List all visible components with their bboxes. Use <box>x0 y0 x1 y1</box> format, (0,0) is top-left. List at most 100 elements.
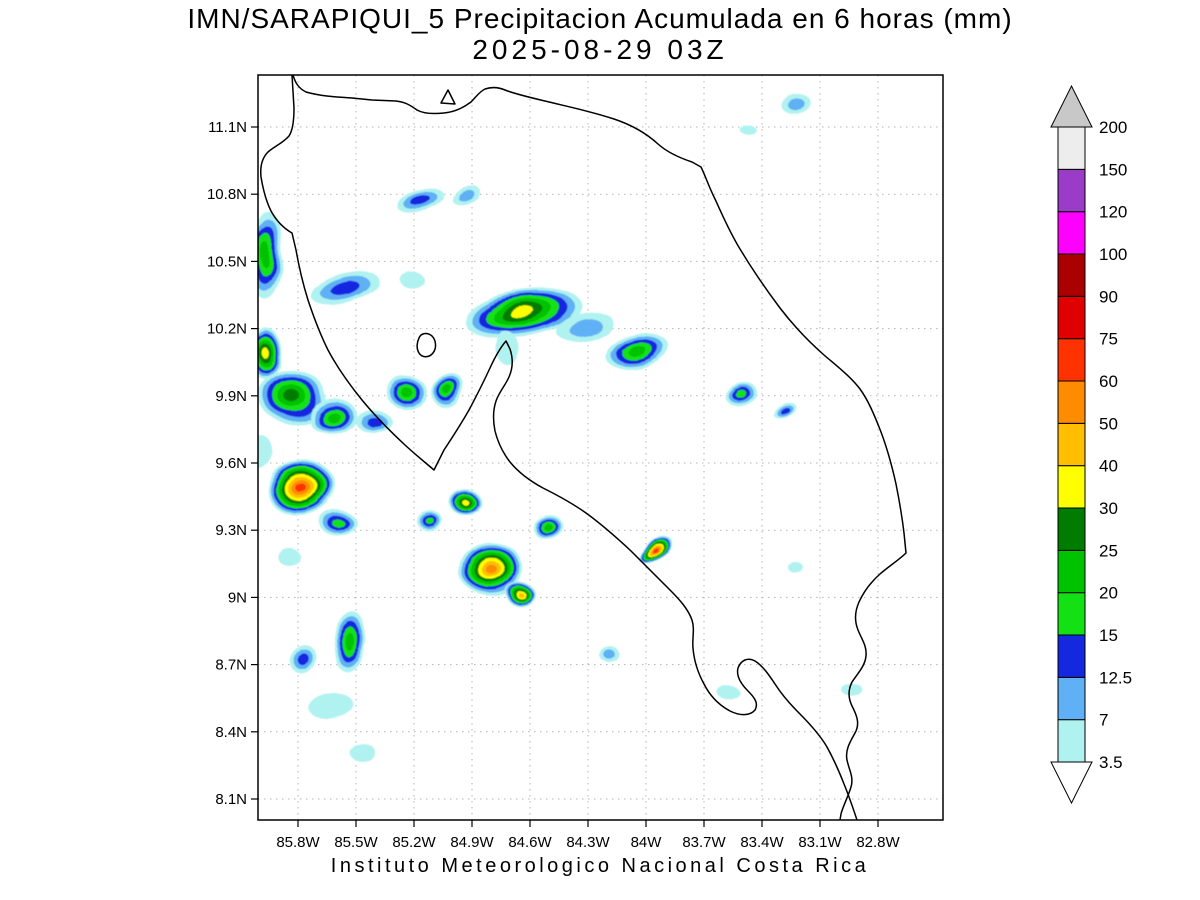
precip-cell <box>409 194 431 206</box>
precip-cell <box>400 271 425 289</box>
lon-tick-label: 83.7W <box>682 834 726 851</box>
precip-cell <box>283 389 301 403</box>
colorbar-label: 15 <box>1099 626 1118 645</box>
lon-tick-label: 83.4W <box>740 834 784 851</box>
lat-tick-label: 10.8N <box>207 186 247 203</box>
precip-cell <box>309 693 353 719</box>
colorbar-band <box>1057 676 1086 721</box>
precip-cell <box>736 391 748 399</box>
precip-cell <box>349 743 375 761</box>
lon-tick-label: 84.9W <box>450 834 494 851</box>
colorbar-label: 100 <box>1099 245 1127 264</box>
colorbar-under-arrow <box>1050 761 1093 805</box>
precip-cell <box>777 404 787 412</box>
precip-cell <box>425 517 435 525</box>
colorbar-band <box>1057 549 1086 594</box>
precipitation-cells <box>258 94 863 761</box>
lat-tick-label: 8.1N <box>215 791 247 808</box>
lat-tick-label: 9.6N <box>215 455 247 472</box>
precip-cell <box>787 562 803 572</box>
colorbar-band <box>1057 253 1086 297</box>
lon-tick-label: 84.3W <box>566 834 610 851</box>
colorbar-band <box>1057 422 1086 467</box>
colorbar-label: 3.5 <box>1099 753 1123 772</box>
precip-cell <box>569 318 601 336</box>
lon-tick-label: 85.5W <box>334 834 378 851</box>
precip-cell <box>297 652 309 666</box>
colorbar-band <box>1057 211 1086 255</box>
graticule <box>258 75 943 820</box>
colorbar-label: 120 <box>1099 203 1127 222</box>
precip-cell <box>400 387 413 397</box>
colorbar-band <box>1057 719 1086 763</box>
lon-tick-label: 82.8W <box>856 834 900 851</box>
colorbar-label: 25 <box>1099 541 1118 560</box>
source-attribution: Instituto Meteorologico Nacional Costa R… <box>330 855 870 877</box>
colorbar-band <box>1057 507 1086 551</box>
precip-cell <box>276 547 299 565</box>
precip-cell <box>740 124 757 135</box>
lat-tick-label: 9.9N <box>215 388 247 405</box>
precip-cell <box>495 333 520 365</box>
colorbar-band <box>1057 168 1086 213</box>
lat-tick-label: 10.2N <box>207 321 247 338</box>
lat-tick-label: 9N <box>228 589 247 606</box>
colorbar-band <box>1057 592 1086 636</box>
coastline <box>416 332 437 358</box>
precip-cell <box>462 500 470 506</box>
precip-cell <box>260 242 271 268</box>
precip-cell <box>518 592 524 598</box>
colorbar-band <box>1057 380 1086 424</box>
lat-tick-label: 10.5N <box>207 253 247 270</box>
lon-tick-label: 84W <box>631 834 663 851</box>
colorbar-label: 40 <box>1099 457 1118 476</box>
colorbar-band <box>1057 126 1086 170</box>
precip-cell <box>511 308 537 320</box>
precip-cell <box>459 191 477 203</box>
colorbar-label: 7 <box>1099 711 1108 730</box>
coastline <box>292 75 907 820</box>
coastline <box>260 75 858 820</box>
precip-cell <box>716 685 739 700</box>
precip-cell <box>325 411 339 421</box>
precip-cell <box>785 98 805 108</box>
precip-cell <box>296 484 308 494</box>
chart-subtitle: 2025-08-29 03Z <box>472 34 728 65</box>
precip-cell <box>332 518 344 528</box>
colorbar-label: 20 <box>1099 584 1118 603</box>
chart-title: IMN/SARAPIQUI_5 Precipitacion Acumulada … <box>187 3 1013 34</box>
precip-cell <box>364 415 380 425</box>
colorbar-label: 50 <box>1099 414 1118 433</box>
colorbar-band <box>1057 338 1086 382</box>
axis-labels: 11.1N 10.8N 10.5N 10.2N 9.9N 9.6N 9.3N 9N 8.7N 8.… <box>207 119 901 851</box>
lon-tick-label: 85.2W <box>392 834 436 851</box>
lat-tick-label: 9.3N <box>215 522 247 539</box>
colorbar-label: 150 <box>1099 160 1127 179</box>
axis-ticks <box>251 126 879 827</box>
colorbar-label: 12.5 <box>1099 668 1132 687</box>
colorbar-over-arrow <box>1050 84 1093 128</box>
precip-cell <box>330 281 360 295</box>
lon-tick-label: 83.1W <box>798 834 842 851</box>
precip-cell <box>346 634 356 652</box>
precip-cell <box>443 384 453 396</box>
lon-tick-label: 84.6W <box>508 834 552 851</box>
colorbar: 3.5 7 12.5 15 20 25 30 40 50 60 75 90 100 120 150 200 <box>1050 84 1132 805</box>
coastline <box>440 89 456 105</box>
colorbar-label: 30 <box>1099 499 1118 518</box>
precip-cell <box>842 682 863 697</box>
colorbar-band <box>1057 295 1086 340</box>
precip-cell <box>260 346 268 358</box>
colorbar-label: 60 <box>1099 372 1118 391</box>
colorbar-band <box>1057 465 1086 509</box>
precip-cell <box>653 548 659 554</box>
lat-tick-label: 8.4N <box>215 724 247 741</box>
precip-cell <box>627 345 645 356</box>
precip-cell <box>606 652 618 662</box>
colorbar-band <box>1057 634 1086 678</box>
precip-cell <box>485 564 497 574</box>
precip-cell <box>543 523 553 531</box>
lat-tick-label: 11.1N <box>208 119 247 136</box>
